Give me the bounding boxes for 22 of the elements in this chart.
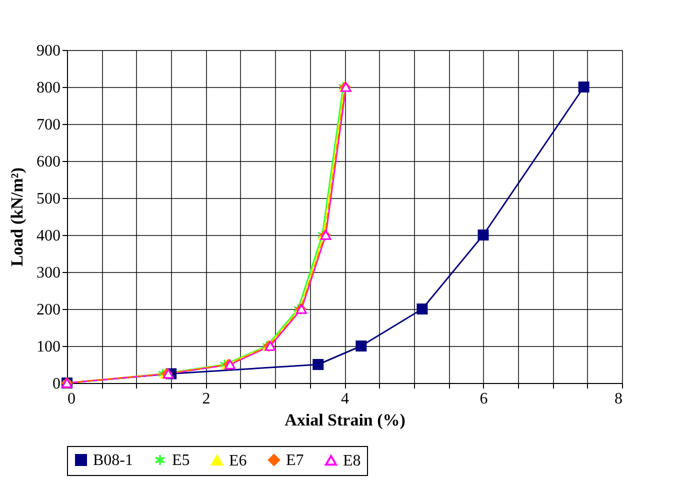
x-tick-label: 6 [480, 390, 488, 408]
y-tick-label: 200 [36, 302, 60, 318]
legend-label: E5 [172, 452, 190, 469]
x-tick-label: 8 [614, 390, 622, 408]
y-tick-label: 0 [52, 376, 60, 392]
y-tick-label: 800 [36, 80, 60, 96]
y-tick-label: 600 [36, 154, 60, 170]
y-tick-label: 900 [36, 42, 60, 60]
y-tick-label: 500 [36, 190, 60, 208]
legend-label: E6 [229, 452, 247, 470]
y-axis-title: Load (kN/m²) [8, 167, 26, 267]
legend-label: E7 [286, 452, 304, 469]
x-tick-label: 2 [202, 390, 210, 408]
x-tick-label: 4 [341, 390, 349, 408]
legend-label: B08-1 [93, 452, 133, 469]
x-tick-label: 0 [68, 390, 76, 408]
x-axis-title: Axial Strain (%) [284, 410, 406, 430]
y-tick-label: 100 [36, 338, 60, 356]
y-tick-label: 400 [36, 228, 60, 244]
y-tick-label: 700 [36, 116, 60, 134]
y-tick-label: 300 [36, 264, 60, 282]
legend-label: E8 [343, 452, 361, 470]
